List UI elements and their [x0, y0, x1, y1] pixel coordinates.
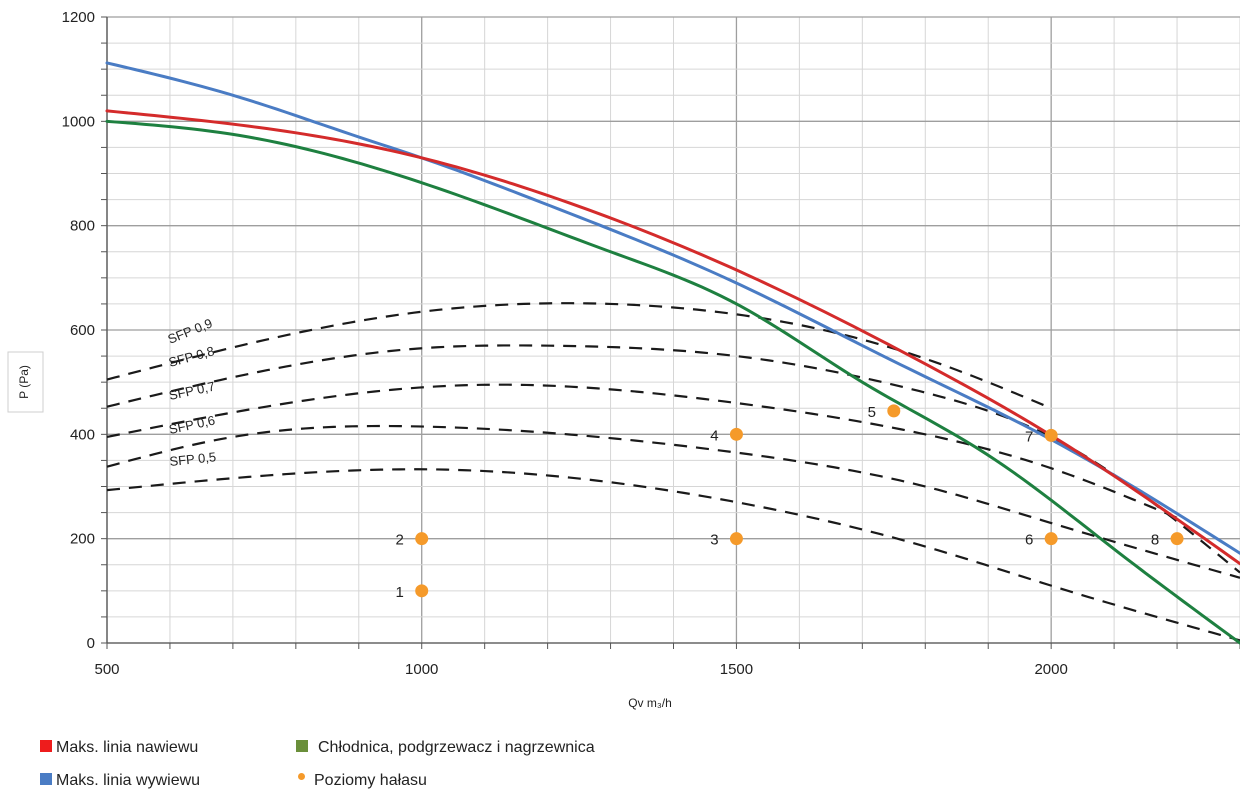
y-axis-title-box: [7, 351, 44, 413]
noise-point: [887, 404, 901, 418]
legend-label-wywiew: Maks. linia wywiewu: [56, 772, 201, 789]
y-axis-title: P (Pa): [17, 365, 31, 399]
sfp-line: [106, 468, 1240, 642]
x-tick-label: 1500: [720, 661, 753, 678]
legend-swatch-chlodnica: [296, 739, 308, 752]
grid: [106, 16, 1240, 644]
noise-point: [1044, 532, 1058, 546]
tick-labels: 0 200 400 600 800 1000 1200 500 1000 1500 2000: [62, 9, 1068, 678]
sfp-line: [106, 344, 1240, 574]
y-tick-label: 1000: [62, 113, 95, 130]
legend-item-halas: Poziomy hałasu: [292, 771, 427, 791]
legend-item-nawiew: Maks. linia nawiewu: [40, 738, 198, 758]
legend-label-halas: Poziomy hałasu: [314, 772, 427, 789]
legend-swatch-wywiew: [40, 772, 52, 785]
noise-point-label: 1: [396, 584, 404, 601]
series-line-chlodnica: [105, 119, 1240, 645]
y-tick-label: 200: [70, 531, 95, 548]
legend-dot-halas: [298, 773, 305, 780]
y-tick-label: 800: [70, 218, 95, 235]
noise-point-label: 5: [868, 404, 876, 421]
noise-point-label: 2: [396, 532, 404, 549]
x-axis-title: Qv m₃/h: [628, 696, 672, 710]
sfp-label: SFP 0,5: [169, 449, 217, 469]
sfp-label: SFP 0,8: [167, 343, 216, 370]
noise-point-label: 3: [710, 532, 718, 549]
x-tick-label: 1000: [405, 661, 438, 678]
legend-label-chlodnica: Chłodnica, podgrzewacz i nagrzewnica: [318, 739, 595, 756]
legend-item-chlodnica: Chłodnica, podgrzewacz i nagrzewnica: [296, 738, 595, 758]
sfp-line: [106, 424, 1240, 579]
y-tick-label: 400: [70, 426, 95, 443]
noise-point: [1170, 532, 1184, 546]
y-tick-label: 0: [87, 635, 95, 652]
x-tick-label: 2000: [1034, 661, 1067, 678]
noise-point-label: 8: [1151, 532, 1159, 549]
noise-point-label: 6: [1025, 532, 1033, 549]
legend-item-wywiew: Maks. linia wywiewu: [40, 771, 200, 791]
noise-point: [1044, 428, 1058, 442]
noise-point-label: 7: [1025, 428, 1033, 445]
y-tick-label: 600: [70, 322, 95, 339]
legend-swatch-nawiew: [40, 739, 52, 752]
legend-label-nawiew: Maks. linia nawiewu: [56, 739, 199, 756]
noise-point: [415, 584, 429, 598]
sfp-line: [106, 383, 1178, 519]
noise-point: [729, 427, 743, 441]
noise-point-label: 4: [710, 427, 718, 444]
sfp-label: SFP 0,9: [166, 315, 215, 346]
noise-points: 1 2 3 4 5 6 7 8: [396, 404, 1184, 601]
sfp-label: SFP 0,6: [168, 413, 217, 437]
y-tick-label: 1200: [62, 9, 95, 26]
noise-point: [729, 532, 743, 546]
x-tick-label: 500: [94, 661, 119, 678]
noise-point: [415, 532, 429, 546]
legend: Maks. linia nawiewu Chłodnica, podgrzewa…: [40, 738, 800, 802]
